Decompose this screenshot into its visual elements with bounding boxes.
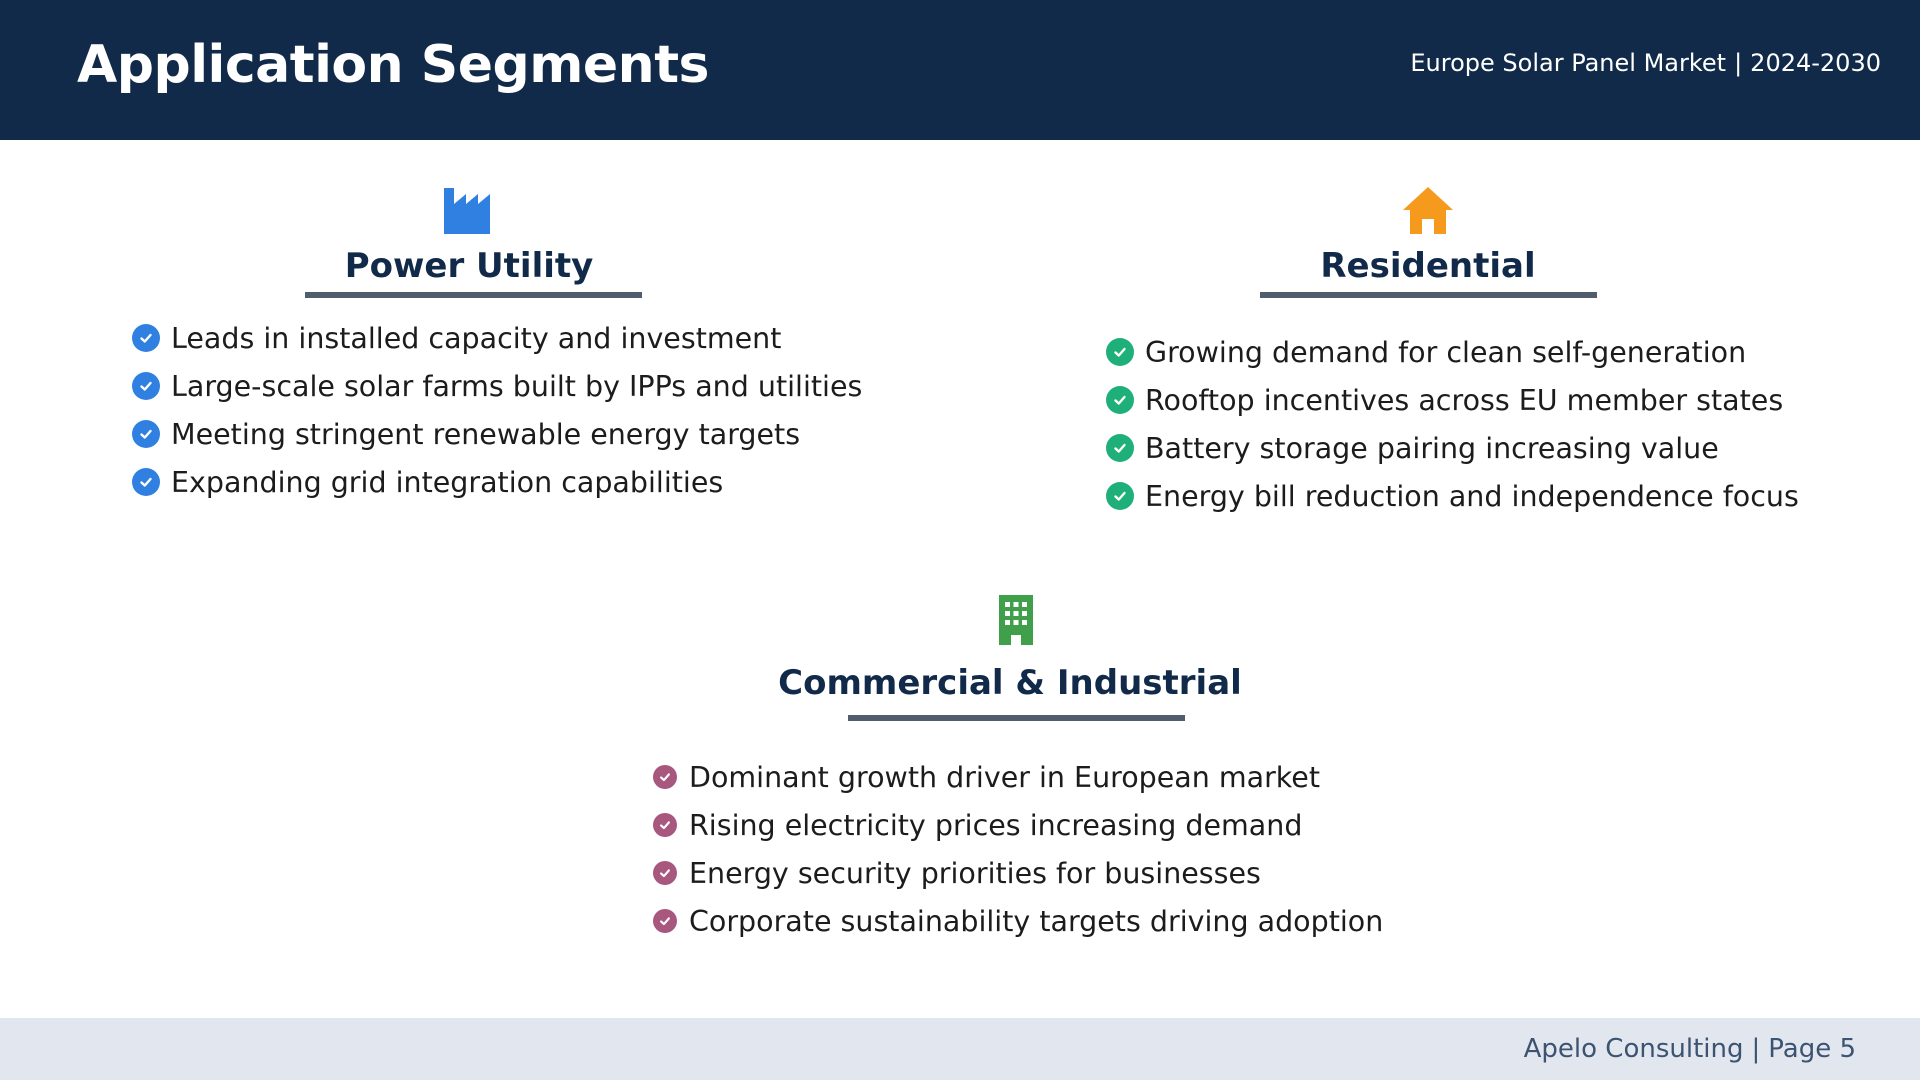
point-text: Leads in installed capacity and investme… <box>171 321 782 355</box>
check-circle-icon <box>1106 338 1134 366</box>
point-text: Dominant growth driver in European marke… <box>689 760 1321 794</box>
footer-text: Apelo Consulting | Page 5 <box>1524 1032 1856 1066</box>
point-text: Meeting stringent renewable energy targe… <box>171 417 801 451</box>
header-bar: Application Segments Europe Solar Panel … <box>0 0 1920 140</box>
check-circle-icon <box>1106 434 1134 462</box>
segment-points: Dominant growth driver in European marke… <box>653 753 1383 945</box>
point-text: Battery storage pairing increasing value <box>1145 431 1719 465</box>
point-text: Energy bill reduction and independence f… <box>1145 479 1799 513</box>
segment-title: Power Utility <box>344 246 594 286</box>
segment-underline <box>305 292 642 298</box>
check-circle-icon <box>1106 482 1134 510</box>
point-text: Large-scale solar farms built by IPPs an… <box>171 369 863 403</box>
factory-icon <box>444 188 490 234</box>
point-text: Expanding grid integration capabilities <box>171 465 724 499</box>
check-circle-icon <box>132 420 160 448</box>
point-text: Energy security priorities for businesse… <box>689 856 1261 890</box>
check-circle-icon <box>653 861 677 885</box>
office-building-icon <box>999 595 1033 645</box>
list-item: Leads in installed capacity and investme… <box>132 314 862 362</box>
list-item: Large-scale solar farms built by IPPs an… <box>132 362 862 410</box>
header-subtitle: Europe Solar Panel Market | 2024-2030 <box>1410 48 1881 78</box>
check-circle-icon <box>653 909 677 933</box>
point-text: Rooftop incentives across EU member stat… <box>1145 383 1784 417</box>
page-title: Application Segments <box>77 35 710 95</box>
house-icon <box>1403 187 1453 234</box>
segment-underline <box>848 715 1185 721</box>
point-text: Corporate sustainability targets driving… <box>689 904 1384 938</box>
segment-title: Commercial & Industrial <box>778 663 1242 703</box>
footer-bar: Apelo Consulting | Page 5 <box>0 1018 1920 1080</box>
company-name: Apelo Consulting <box>1523 1034 1744 1064</box>
segment-points: Leads in installed capacity and investme… <box>132 314 862 506</box>
segment-underline <box>1260 292 1597 298</box>
factory-shape <box>444 188 490 234</box>
building-windows <box>1005 602 1027 625</box>
check-circle-icon <box>653 765 677 789</box>
check-circle-icon <box>653 813 677 837</box>
point-text: Growing demand for clean self-generation <box>1145 335 1747 369</box>
list-item: Rooftop incentives across EU member stat… <box>1106 376 1799 424</box>
list-item: Energy security priorities for businesse… <box>653 849 1383 897</box>
check-circle-icon <box>132 324 160 352</box>
forecast-period: 2024-2030 <box>1750 49 1881 77</box>
footer-separator: | <box>1751 1034 1761 1064</box>
segment-points: Growing demand for clean self-generation… <box>1106 328 1799 520</box>
list-item: Meeting stringent renewable energy targe… <box>132 410 862 458</box>
check-circle-icon <box>1106 386 1134 414</box>
list-item: Expanding grid integration capabilities <box>132 458 862 506</box>
market-name: Europe Solar Panel Market <box>1410 49 1727 77</box>
check-circle-icon <box>132 372 160 400</box>
page-number: Page 5 <box>1768 1034 1856 1064</box>
list-item: Energy bill reduction and independence f… <box>1106 472 1799 520</box>
check-circle-icon <box>132 468 160 496</box>
segment-title: Residential <box>1320 246 1536 286</box>
list-item: Growing demand for clean self-generation <box>1106 328 1799 376</box>
list-item: Battery storage pairing increasing value <box>1106 424 1799 472</box>
point-text: Rising electricity prices increasing dem… <box>689 808 1303 842</box>
list-item: Corporate sustainability targets driving… <box>653 897 1383 945</box>
header-separator: | <box>1734 49 1743 77</box>
house-shape <box>1403 187 1453 234</box>
list-item: Rising electricity prices increasing dem… <box>653 801 1383 849</box>
list-item: Dominant growth driver in European marke… <box>653 753 1383 801</box>
